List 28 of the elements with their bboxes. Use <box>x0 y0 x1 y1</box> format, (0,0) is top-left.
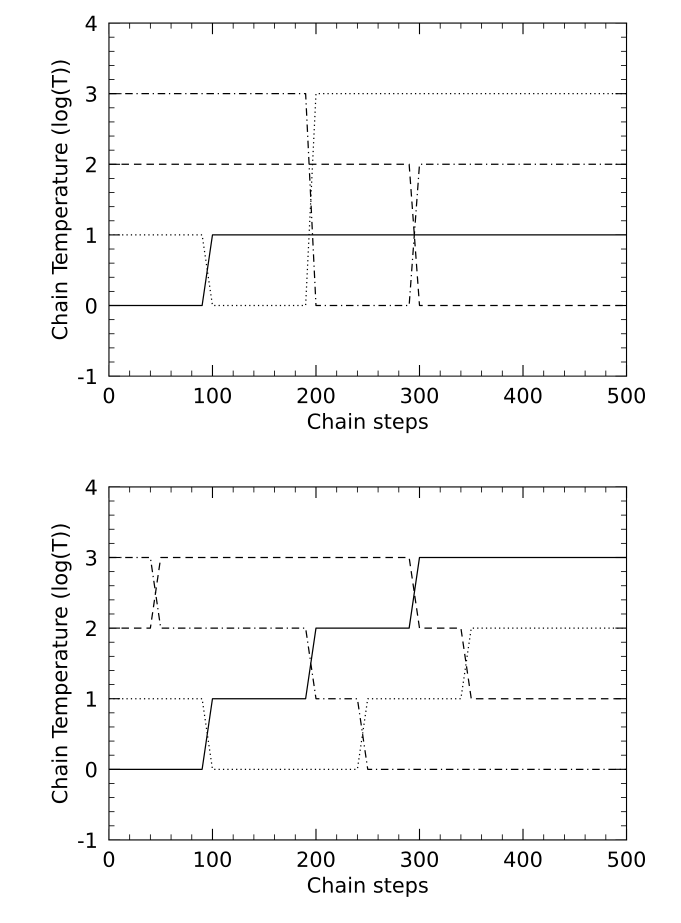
y-tick-label: -1 <box>78 832 96 848</box>
x-tick-label: 100 <box>194 388 231 404</box>
x-axis-title: Chain steps <box>308 412 428 434</box>
x-tick-label: 300 <box>401 851 438 868</box>
x-tick-label: 0 <box>104 851 114 868</box>
x-axis-title: Chain steps <box>308 876 428 897</box>
x-tick-label: 100 <box>194 851 231 868</box>
x-tick-label: 200 <box>298 388 334 404</box>
x-tick-label: 400 <box>504 851 542 868</box>
y-tick-label: 3 <box>86 86 96 102</box>
y-tick-label: 1 <box>86 228 96 243</box>
y-tick-label: 3 <box>86 550 96 566</box>
y-axis-title: Chain Temperature (log(T)) <box>51 524 72 804</box>
x-tick-label: 400 <box>504 388 542 404</box>
x-tick-label: 500 <box>608 388 646 404</box>
y-tick-label: 0 <box>86 298 96 314</box>
y-tick-label: 1 <box>86 691 96 707</box>
y-tick-label: 0 <box>86 762 96 778</box>
y-tick-label: 4 <box>86 16 97 31</box>
x-tick-label: 300 <box>401 388 438 404</box>
x-tick-label: 500 <box>608 851 646 868</box>
y-tick-label: 4 <box>86 480 97 495</box>
y-tick-label: 2 <box>86 156 96 172</box>
y-tick-label: -1 <box>78 368 96 384</box>
y-tick-label: 2 <box>86 620 96 636</box>
x-tick-label: 200 <box>298 851 334 868</box>
x-tick-label: 0 <box>104 388 114 404</box>
y-axis-title: Chain Temperature (log(T)) <box>51 60 72 340</box>
